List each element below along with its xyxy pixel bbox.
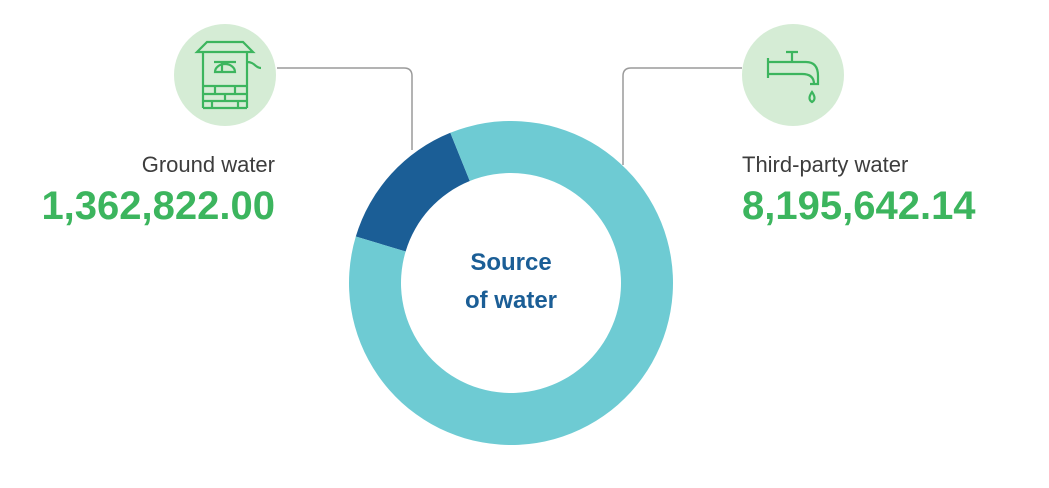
value-label: 1,362,822.00: [41, 184, 275, 228]
value-label: 8,195,642.14: [742, 184, 976, 228]
donut-segment: [355, 132, 470, 252]
donut-segment: [349, 120, 673, 446]
connector: [622, 67, 742, 165]
center-label: Source of water: [464, 249, 557, 314]
well-icon: [174, 24, 276, 126]
connector: [277, 67, 413, 150]
category-label: Third-party water: [742, 152, 908, 177]
tap-icon: [742, 24, 844, 126]
category-label: Ground water: [142, 152, 275, 177]
